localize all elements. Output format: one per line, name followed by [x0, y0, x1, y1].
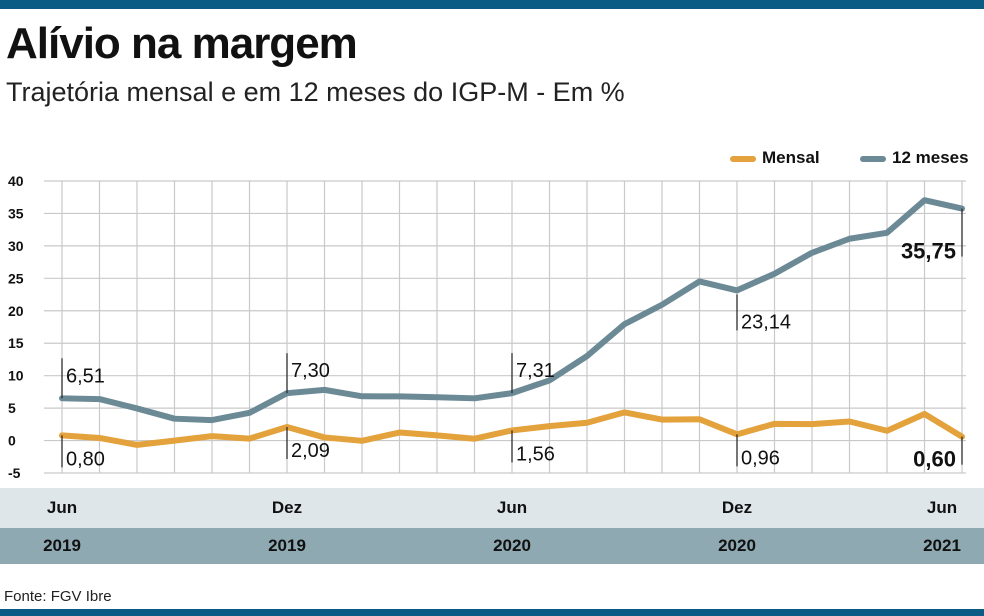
- legend-label-12-meses: 12 meses: [892, 148, 969, 167]
- bottom-accent-bar: [0, 609, 984, 616]
- y-tick-label: 40: [8, 173, 24, 189]
- x-tick-month-label: Jun: [496, 498, 528, 517]
- annotation-label: 35,75: [901, 239, 956, 264]
- annotation-label: 1,56: [516, 443, 555, 465]
- legend-swatch-12-meses: [860, 155, 886, 162]
- x-tick-year-label: 2019: [268, 536, 306, 555]
- line-chart: 40 35 30 25 20 15 10 5 0 -5 6,51 7,30 7,31 23,14 35,75…: [8, 173, 966, 481]
- y-tick-label: 20: [8, 303, 24, 319]
- chart-title: Alívio na margem: [6, 19, 358, 68]
- legend-item-mensal: Mensal: [730, 148, 820, 168]
- legend-swatch-mensal: [730, 155, 756, 162]
- x-tick-year-label: 2020: [493, 536, 531, 555]
- y-tick-label: -5: [8, 465, 21, 481]
- top-accent-bar: [0, 0, 984, 9]
- x-tick-year-label: 2019: [43, 536, 81, 555]
- x-tick-month-label: Jun: [46, 498, 78, 517]
- x-tick-year-label: 2020: [718, 536, 756, 555]
- x-tick-month-label: Jun: [926, 498, 958, 517]
- source-note: Fonte: FGV Ibre: [4, 588, 112, 605]
- annotation-label: 2,09: [291, 440, 330, 462]
- annotation-label: 7,31: [516, 360, 555, 382]
- annotation-label: 0,60: [913, 447, 956, 472]
- y-tick-label: 35: [8, 205, 24, 221]
- x-axis-month-band: [0, 488, 984, 528]
- legend-label-mensal: Mensal: [762, 148, 820, 167]
- chart-subtitle: Trajetória mensal e em 12 meses do IGP-M…: [6, 77, 625, 107]
- legend-item-12-meses: 12 meses: [860, 148, 969, 168]
- y-tick-label: 30: [8, 238, 24, 254]
- annotation-label: 6,51: [66, 365, 105, 387]
- x-tick-month-label: Dez: [721, 498, 753, 517]
- x-tick-month-label: Dez: [271, 498, 303, 517]
- annotation-label: 7,30: [291, 360, 330, 382]
- x-axis-year-band: [0, 528, 984, 564]
- annotation-label: 0,80: [66, 448, 105, 470]
- annotation-label: 0,96: [741, 447, 780, 469]
- y-tick-label: 25: [8, 270, 24, 286]
- x-tick-year-label: 2021: [923, 536, 961, 555]
- y-tick-label: 10: [8, 368, 24, 384]
- annotation-label: 23,14: [741, 311, 791, 333]
- y-tick-label: 5: [8, 400, 16, 416]
- y-tick-label: 15: [8, 335, 24, 351]
- y-tick-label: 0: [8, 433, 16, 449]
